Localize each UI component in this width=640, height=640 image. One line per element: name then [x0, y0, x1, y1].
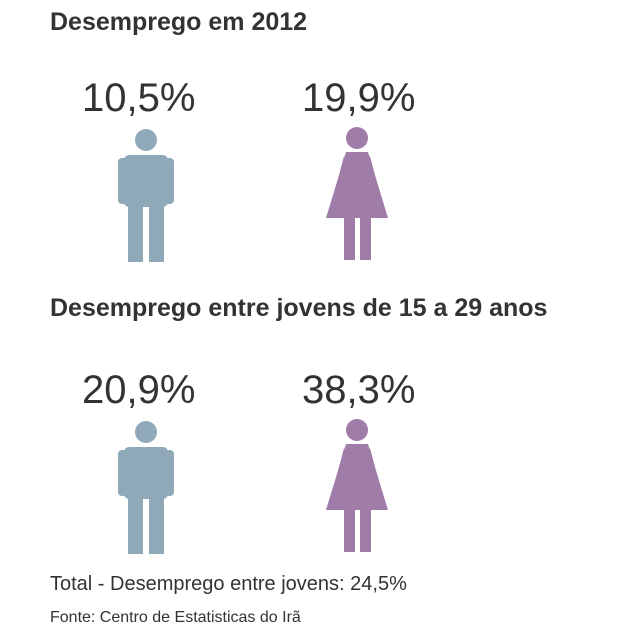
total-youth-unemployment-note: Total - Desemprego entre jovens: 24,5%: [50, 573, 407, 595]
woman-icon: [322, 418, 392, 552]
female-youth-unemployment-value: 38,3%: [302, 368, 416, 412]
female-unemployment-2012-value: 19,9%: [302, 76, 416, 120]
source-note: Fonte: Centro de Estatisticas do Irã: [50, 609, 301, 626]
woman-icon: [322, 126, 392, 260]
section-2012-title: Desemprego em 2012: [50, 8, 308, 36]
male-unemployment-2012-value: 10,5%: [82, 76, 196, 120]
male-youth-unemployment-value: 20,9%: [82, 368, 196, 412]
man-icon: [118, 128, 174, 262]
man-icon: [118, 420, 174, 554]
section-youth-title: Desemprego entre jovens de 15 a 29 anos: [50, 294, 548, 322]
